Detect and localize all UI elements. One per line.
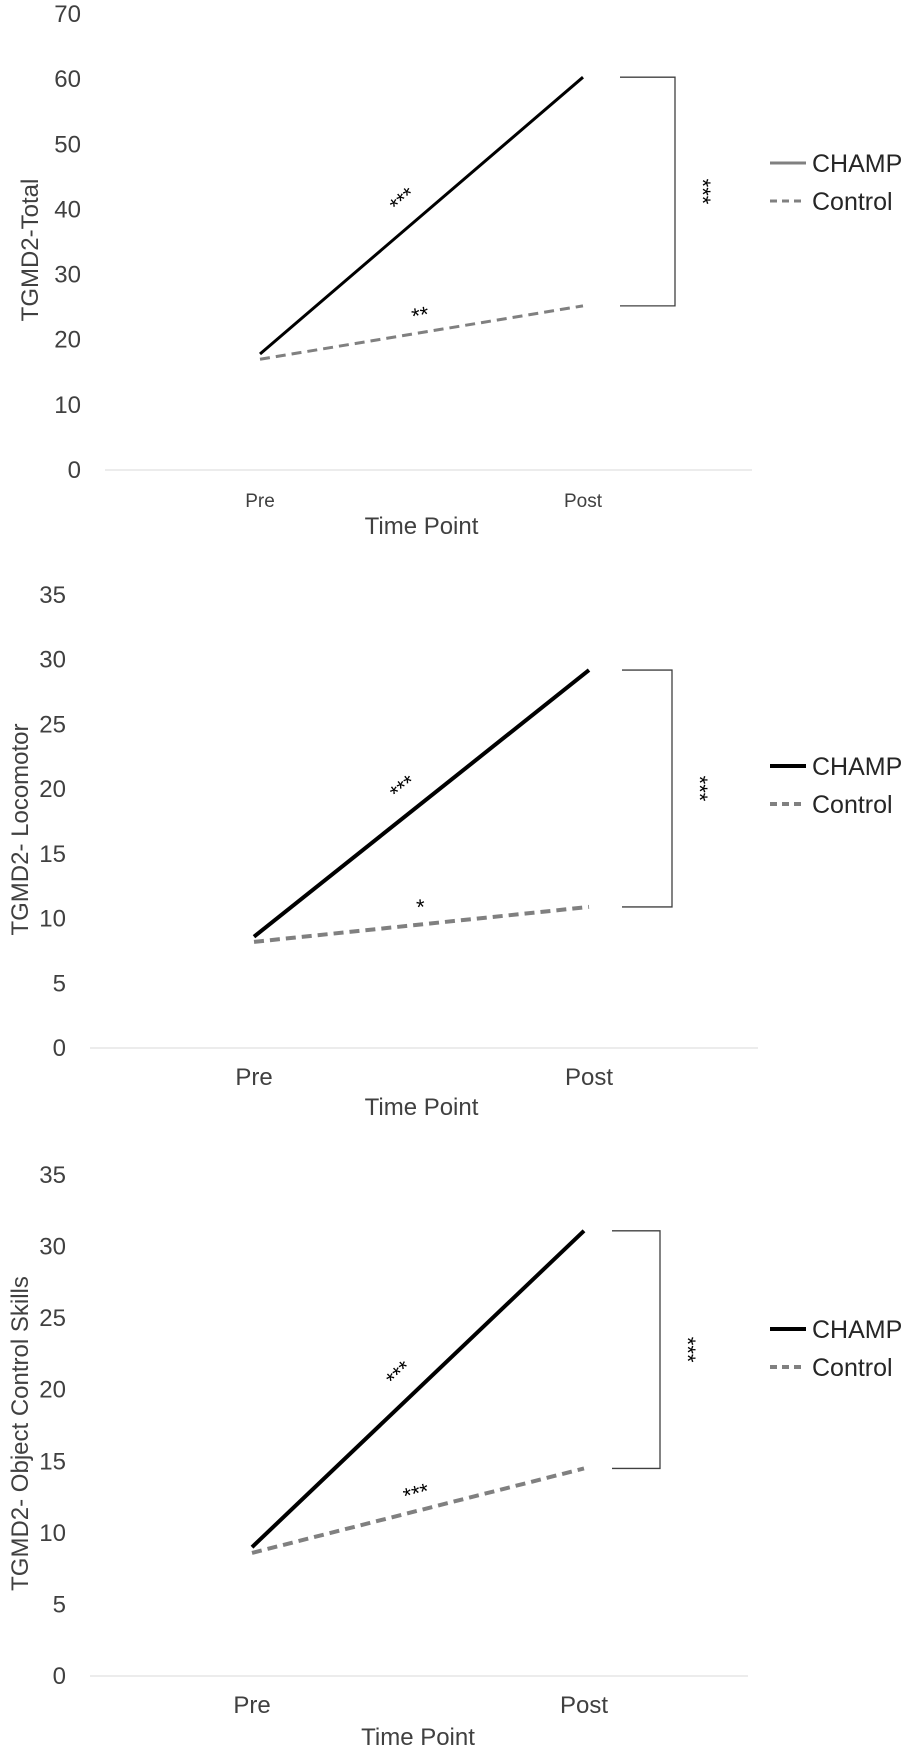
y-tick-label: 30	[54, 262, 81, 289]
legend-label-champ: CHAMP	[812, 1316, 902, 1344]
x-axis-title: Time Point	[361, 1724, 475, 1751]
y-tick-label: 60	[54, 66, 81, 93]
y-tick-label: 0	[53, 1035, 66, 1062]
y-tick-label: 30	[39, 1234, 66, 1261]
y-tick-label: 20	[54, 327, 81, 354]
chart-panel-2: 0 5 10 15 20 25 30 35 Pre Post Time Point TGMD2- Lo…	[7, 582, 902, 1121]
y-tick-label: 10	[39, 906, 66, 933]
between-group-significance: ***	[690, 179, 715, 205]
legend-label-control: Control	[812, 1354, 893, 1382]
y-tick-label: 0	[68, 457, 81, 484]
y-tick-label: 25	[39, 1305, 66, 1332]
chart-panel-3: 0 5 10 15 20 25 30 35 Pre Post Time Point TGMD2- Ob…	[7, 1162, 902, 1751]
y-tick-label: 15	[39, 841, 66, 868]
y-tick-label: 5	[53, 970, 66, 997]
y-tick-label: 10	[39, 1520, 66, 1547]
series-line-control	[253, 904, 590, 944]
legend-label-champ: CHAMP	[812, 150, 902, 178]
champ-significance: ***	[381, 1355, 417, 1391]
y-tick-label: 15	[39, 1448, 66, 1475]
x-tick-label: Post	[560, 1692, 608, 1719]
series-line-control	[251, 1466, 585, 1555]
series-line-champ	[252, 668, 591, 939]
control-significance: ***	[401, 1478, 432, 1509]
chart-panel-1: 0 10 20 30 40 50 60 70 Pre Post Time Point TGMD2-To…	[17, 1, 902, 540]
y-tick-label: 70	[54, 1, 81, 28]
champ-significance: ***	[385, 182, 421, 218]
x-tick-label: Post	[565, 1064, 613, 1091]
y-tick-label: 0	[53, 1663, 66, 1690]
significance-bracket	[620, 76, 676, 307]
between-group-significance: ***	[675, 1337, 700, 1363]
y-tick-label: 25	[39, 711, 66, 738]
control-significance: **	[410, 301, 431, 329]
y-tick-label: 50	[54, 131, 81, 158]
x-tick-label: Post	[564, 491, 603, 512]
x-tick-label: Pre	[235, 1064, 272, 1091]
significance-bracket	[612, 1230, 661, 1470]
legend-label-control: Control	[812, 791, 893, 819]
champ-significance: ***	[385, 769, 421, 805]
series-line-champ	[250, 1229, 586, 1549]
y-tick-label: 10	[54, 392, 81, 419]
y-tick-label: 20	[39, 776, 66, 803]
y-axis-title: TGMD2-Total	[17, 179, 44, 322]
y-tick-label: 30	[39, 647, 66, 674]
x-axis-title: Time Point	[365, 1094, 479, 1121]
y-axis-title: TGMD2- Locomotor	[7, 723, 34, 935]
y-tick-label: 5	[53, 1591, 66, 1618]
series-line-champ	[259, 76, 584, 356]
y-tick-label: 35	[39, 582, 66, 609]
series-line-control	[259, 304, 584, 361]
y-axis-title: TGMD2- Object Control Skills	[7, 1276, 34, 1591]
control-significance: *	[415, 894, 427, 920]
x-tick-label: Pre	[233, 1692, 270, 1719]
y-tick-label: 35	[39, 1162, 66, 1189]
significance-bracket	[622, 669, 673, 908]
y-tick-label: 20	[39, 1377, 66, 1404]
between-group-significance: ***	[687, 776, 712, 802]
x-axis-title: Time Point	[365, 513, 479, 540]
y-tick-label: 40	[54, 196, 81, 223]
legend-label-control: Control	[812, 188, 893, 216]
legend-label-champ: CHAMP	[812, 753, 902, 781]
x-tick-label: Pre	[245, 491, 275, 512]
